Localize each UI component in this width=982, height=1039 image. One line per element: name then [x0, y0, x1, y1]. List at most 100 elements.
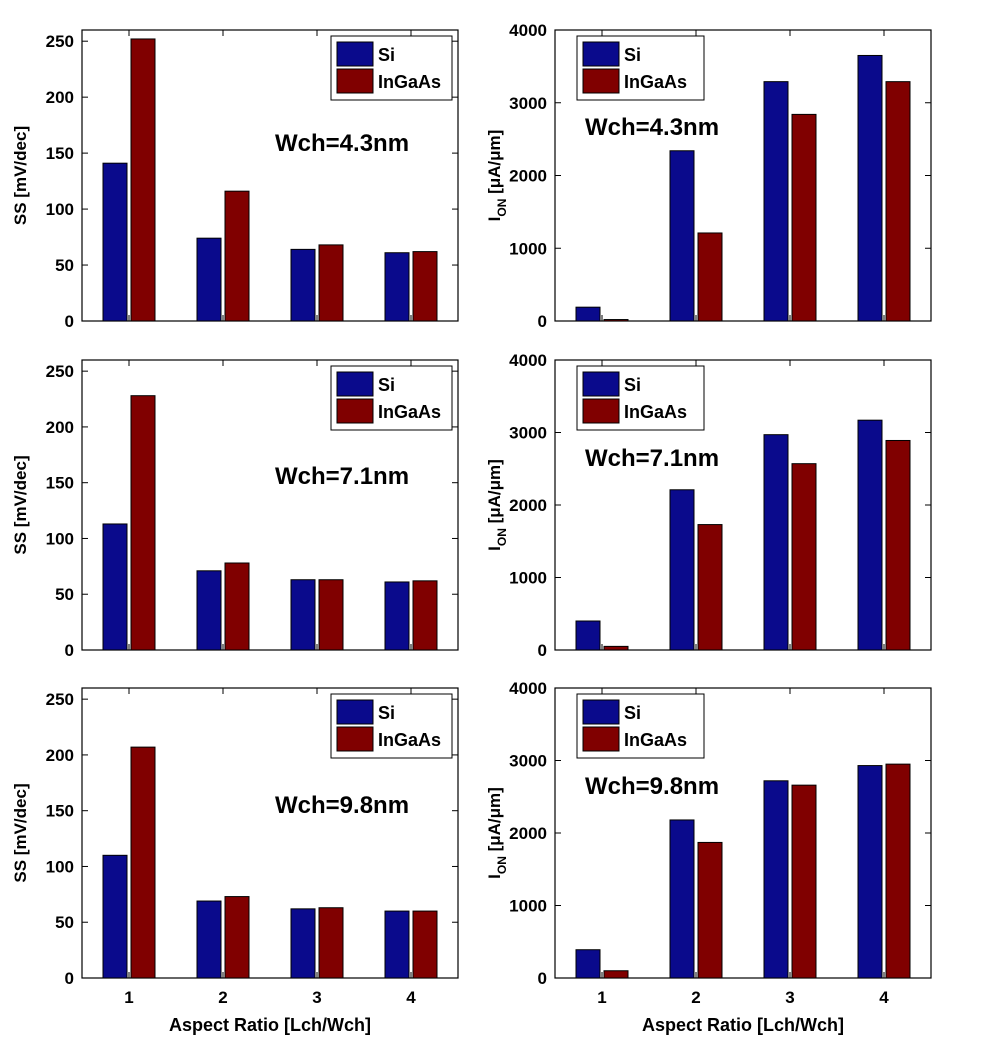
x-tick-label: 4: [406, 988, 416, 1007]
legend-swatch-ingaas: [582, 726, 620, 752]
y-tick-label: 2000: [509, 824, 547, 843]
bar-ingaas-1: [130, 395, 156, 651]
plot-frame: [81, 359, 459, 651]
y-tick-label: 0: [65, 969, 74, 988]
y-tick-label: 3000: [509, 94, 547, 113]
legend-label-si: Si: [378, 45, 395, 65]
y-axis-label-unit: [μA/μm]: [485, 459, 504, 528]
bar-si-4: [857, 765, 883, 979]
bar-si-1: [575, 306, 601, 322]
x-tick-label: 2: [691, 988, 700, 1007]
chart-panel-ion-4.3: 0 1000 2000 3000 4000 ION [μA/μm] Wch=4.3nm Si I…: [485, 21, 932, 331]
bar-ingaas-1: [603, 319, 629, 322]
legend-label-si: Si: [624, 703, 641, 723]
y-tick-label: 4000: [509, 21, 547, 40]
legend-label-si: Si: [624, 375, 641, 395]
bar-si-4: [384, 910, 410, 979]
bar-si-2: [669, 489, 695, 651]
bar-si-3: [290, 908, 316, 979]
bar-ingaas-1: [130, 38, 156, 322]
x-tick-label: 2: [218, 988, 227, 1007]
x-tick-label: 1: [124, 988, 133, 1007]
y-tick-label: 2000: [509, 496, 547, 515]
y-tick-label: 2000: [509, 167, 547, 186]
legend-label-si: Si: [378, 375, 395, 395]
bar-si-2: [196, 570, 222, 651]
x-tick-label: 3: [312, 988, 321, 1007]
legend-swatch-ingaas: [336, 726, 374, 752]
bar-si-1: [102, 523, 128, 651]
bar-si-1: [102, 162, 128, 322]
legend-label-ingaas: InGaAs: [378, 730, 441, 750]
bar-ingaas-3: [318, 244, 344, 322]
legend-swatch-ingaas: [336, 68, 374, 94]
legend-swatch-si: [582, 699, 620, 725]
y-tick-label: 150: [46, 144, 74, 163]
legend: Si InGaAs: [576, 35, 705, 101]
y-axis-label: ION [μA/μm]: [485, 459, 509, 551]
y-axis-label-unit: [μA/μm]: [485, 787, 504, 856]
bar-si-4: [857, 419, 883, 651]
bar-ingaas-4: [412, 251, 438, 322]
bar-si-3: [763, 434, 789, 651]
y-tick-label: 0: [65, 641, 74, 660]
bar-ingaas-2: [224, 190, 250, 322]
bar-ingaas-2: [697, 524, 723, 651]
y-axis-label-sub: ON: [495, 528, 509, 546]
bar-ingaas-4: [885, 81, 911, 322]
chart-panel-ss-7.1: 0 50 100 150 200 250 SS [mV/dec] Wch=7.1nm Si InG…: [11, 359, 459, 660]
bar-si-3: [290, 579, 316, 651]
annotation: Wch=9.8nm: [275, 792, 409, 819]
legend-label-ingaas: InGaAs: [624, 730, 687, 750]
legend-label-ingaas: InGaAs: [378, 402, 441, 422]
bar-ingaas-4: [885, 763, 911, 979]
bar-si-4: [384, 252, 410, 322]
y-axis-label: SS [mV/dec]: [11, 126, 30, 225]
bar-si-2: [196, 237, 222, 322]
chart-panel-ion-7.1: 0 1000 2000 3000 4000 ION [μA/μm] Wch=7.1nm Si I…: [485, 351, 932, 660]
legend-swatch-si: [336, 699, 374, 725]
y-tick-label: 150: [46, 474, 74, 493]
y-axis-label: SS [mV/dec]: [11, 783, 30, 882]
y-tick-label: 1000: [509, 569, 547, 588]
y-tick-label: 150: [46, 802, 74, 821]
y-tick-label: 50: [55, 913, 74, 932]
legend-swatch-si: [336, 41, 374, 67]
y-tick-label: 100: [46, 857, 74, 876]
y-tick-label: 3000: [509, 752, 547, 771]
chart-panel-ss-4.3: 0 50 100 150 200 250 SS [mV/dec] Wch=4.3nm Si InG…: [11, 29, 459, 331]
bar-ingaas-4: [412, 580, 438, 651]
legend-swatch-ingaas: [582, 68, 620, 94]
y-tick-label: 200: [46, 746, 74, 765]
legend: Si InGaAs: [576, 693, 705, 759]
bar-si-4: [384, 581, 410, 651]
annotation: Wch=4.3nm: [585, 114, 719, 141]
y-tick-label: 250: [46, 32, 74, 51]
y-tick-label: 0: [65, 312, 74, 331]
bar-si-1: [575, 620, 601, 651]
y-axis-label-sub: ON: [495, 856, 509, 874]
legend: Si InGaAs: [576, 365, 705, 431]
y-axis-label-sub: ON: [495, 199, 509, 217]
legend-swatch-si: [582, 371, 620, 397]
legend-swatch-si: [582, 41, 620, 67]
annotation: Wch=7.1nm: [275, 463, 409, 490]
x-tick-label: 1: [597, 988, 606, 1007]
x-tick-label: 4: [879, 988, 889, 1007]
bar-ingaas-3: [318, 907, 344, 979]
y-tick-label: 250: [46, 690, 74, 709]
bar-ingaas-4: [412, 910, 438, 979]
legend-swatch-ingaas: [582, 398, 620, 424]
bar-ingaas-3: [318, 579, 344, 651]
y-tick-label: 0: [538, 641, 547, 660]
y-tick-label: 0: [538, 312, 547, 331]
y-tick-label: 3000: [509, 424, 547, 443]
bar-ingaas-2: [697, 841, 723, 979]
y-tick-label: 250: [46, 362, 74, 381]
bar-si-1: [575, 949, 601, 979]
annotation: Wch=4.3nm: [275, 130, 409, 157]
y-tick-label: 1000: [509, 239, 547, 258]
y-axis-label: ION [μA/μm]: [485, 130, 509, 222]
y-tick-label: 4000: [509, 679, 547, 698]
bar-si-2: [669, 819, 695, 979]
